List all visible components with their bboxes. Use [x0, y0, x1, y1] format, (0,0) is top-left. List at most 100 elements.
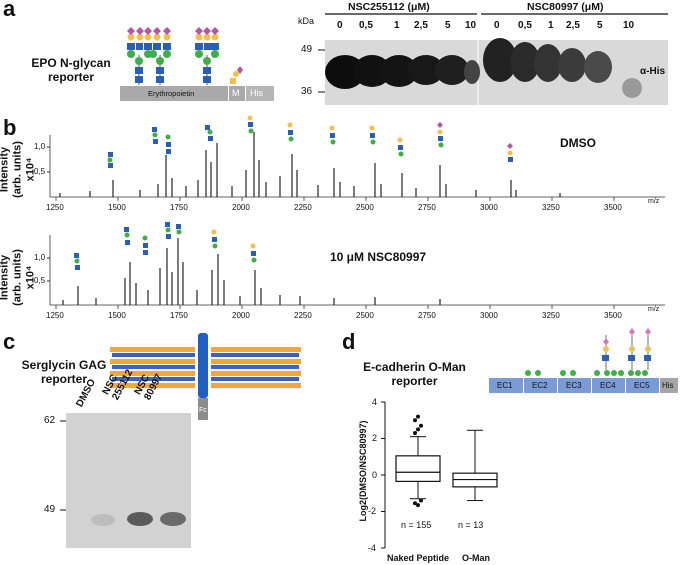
- outlier-point: [419, 498, 423, 503]
- bottom-ytick-1: 1,0: [34, 253, 46, 262]
- top-xunit: m/z: [648, 198, 660, 205]
- epo-reporter-label: EPO N-glycan reporter: [16, 56, 126, 84]
- panel-c-letter: c: [3, 329, 16, 354]
- domain-ec2-label: EC2: [532, 381, 548, 390]
- bottom-xtick-8: 3250: [542, 311, 560, 320]
- ytick-0: 0: [372, 470, 378, 480]
- epo-reporter-line2: reporter: [47, 70, 94, 84]
- ytick-m2: -2: [368, 506, 377, 516]
- domain-ec5-label: EC5: [634, 381, 650, 390]
- domain-his-label: His: [662, 381, 674, 390]
- conc-g1-3: 2,5: [414, 20, 428, 31]
- ytick-m4: -4: [368, 543, 377, 553]
- outlier-point: [416, 414, 420, 419]
- conc-g2-5: 10: [623, 20, 635, 31]
- epo-glycan-2: [149, 27, 171, 85]
- conc-g2-1: 0,5: [518, 20, 532, 31]
- domain-ec3-label: EC3: [566, 381, 582, 390]
- gel-band-dmso: [91, 514, 115, 526]
- conc-g1-1: 0,5: [359, 20, 373, 31]
- bottom-glycan-icons: [74, 222, 257, 270]
- gel-band-nsc255112: [127, 512, 153, 526]
- conc-g1-5: 10: [465, 20, 477, 31]
- conc-g2-4: 5: [597, 20, 603, 31]
- box-naked-peptide: [395, 436, 441, 500]
- bottom-xtick-3: 2000: [232, 311, 250, 320]
- boxplot-ylabel: Log2(DMSO/NSC80997): [358, 420, 368, 522]
- ecad-line1: E-cadherin O-Man: [363, 360, 466, 374]
- ytick-2: 2: [372, 433, 378, 443]
- boxplot-yticks: [381, 401, 385, 549]
- antibody-label: α-His: [640, 66, 666, 77]
- bottom-xtick-0: 1250: [46, 311, 64, 320]
- bottom-ytick-2: 0,5: [34, 276, 46, 285]
- domain-ec5: [626, 378, 659, 393]
- outlier-point: [413, 431, 417, 436]
- domain-ec4-label: EC4: [600, 381, 616, 390]
- top-xtick-4: 2250: [294, 203, 312, 212]
- oman-glycan-3: [644, 328, 651, 370]
- oman-glycan-1: [602, 335, 609, 370]
- panel-b-letter: b: [3, 115, 17, 140]
- bottom-xtick-4: 2250: [294, 311, 312, 320]
- top-xtick-2: 1750: [170, 203, 188, 212]
- serglycin-core: [198, 333, 208, 398]
- epo-reporter-line1: EPO N-glycan: [31, 56, 111, 70]
- serglycin-line2: reporter: [40, 372, 87, 386]
- n-label-naked: n = 155: [401, 520, 432, 530]
- bottom-xtick-9: 3500: [604, 311, 622, 320]
- bottom-xtick-6: 2750: [418, 311, 436, 320]
- oman-glycan-2: [628, 328, 635, 370]
- top-xtick-0: 1250: [46, 203, 64, 212]
- ecad-line2: reporter: [391, 374, 438, 388]
- conc-g1-2: 1: [394, 20, 400, 31]
- top-glycan-icons: [107, 115, 513, 168]
- domain-his: [660, 378, 678, 393]
- conc-g1-4: 5: [445, 20, 451, 31]
- ecad-reporter-label: E-cadherin O-Man reporter: [357, 360, 472, 388]
- box-iqr: [395, 455, 441, 482]
- top-xtick-3: 2000: [232, 203, 250, 212]
- conc-g2-3: 2,5: [566, 20, 580, 31]
- top-ytick-1: 1,0: [34, 142, 46, 151]
- mw-49-label: 49: [301, 44, 313, 55]
- outlier-point: [413, 418, 417, 423]
- conc-g2-2: 1: [548, 20, 554, 31]
- serglycin-reporter-label: Serglycin GAG reporter: [14, 358, 114, 386]
- bottom-condition-label: 10 μM NSC80997: [330, 250, 427, 264]
- domain-ec1: [489, 378, 523, 393]
- top-xtick-9: 3500: [604, 203, 622, 212]
- oman-sites: [525, 370, 648, 376]
- bottom-xtick-7: 3000: [480, 311, 498, 320]
- mw-36-label: 36: [301, 86, 313, 97]
- top-condition-label: DMSO: [560, 136, 596, 150]
- bottom-xtick-1: 1500: [108, 311, 126, 320]
- fc-tag: [198, 398, 208, 420]
- group2-label: NSC80997 (μM): [527, 1, 604, 13]
- domain-ec4: [592, 378, 625, 393]
- bottom-xtick-2: 1750: [170, 311, 188, 320]
- blot-a-bands: [325, 38, 642, 98]
- top-xtick-7: 3000: [480, 203, 498, 212]
- epo-his-tag: [246, 86, 274, 101]
- outlier-point: [416, 503, 420, 508]
- kda-label-a: kDa: [298, 16, 315, 26]
- serglycin-line1: Serglycin GAG: [21, 358, 107, 372]
- epo-protein-bar: [120, 86, 228, 101]
- top-spectrum-peaks: [59, 132, 561, 197]
- bottom-xtick-5: 2500: [356, 311, 374, 320]
- group-naked-peptide: Naked Peptide: [387, 553, 450, 563]
- n-label-oman: n = 13: [458, 520, 484, 530]
- epo-protein-label: Erythropoietin: [148, 89, 195, 98]
- epo-m-tag: [229, 86, 245, 101]
- group1-label: NSC255112 (μM): [348, 1, 430, 13]
- epo-oglycan: [230, 66, 243, 84]
- epo-his-label: His: [250, 88, 263, 98]
- outlier-point: [413, 501, 417, 506]
- ytick-4: 4: [372, 397, 378, 407]
